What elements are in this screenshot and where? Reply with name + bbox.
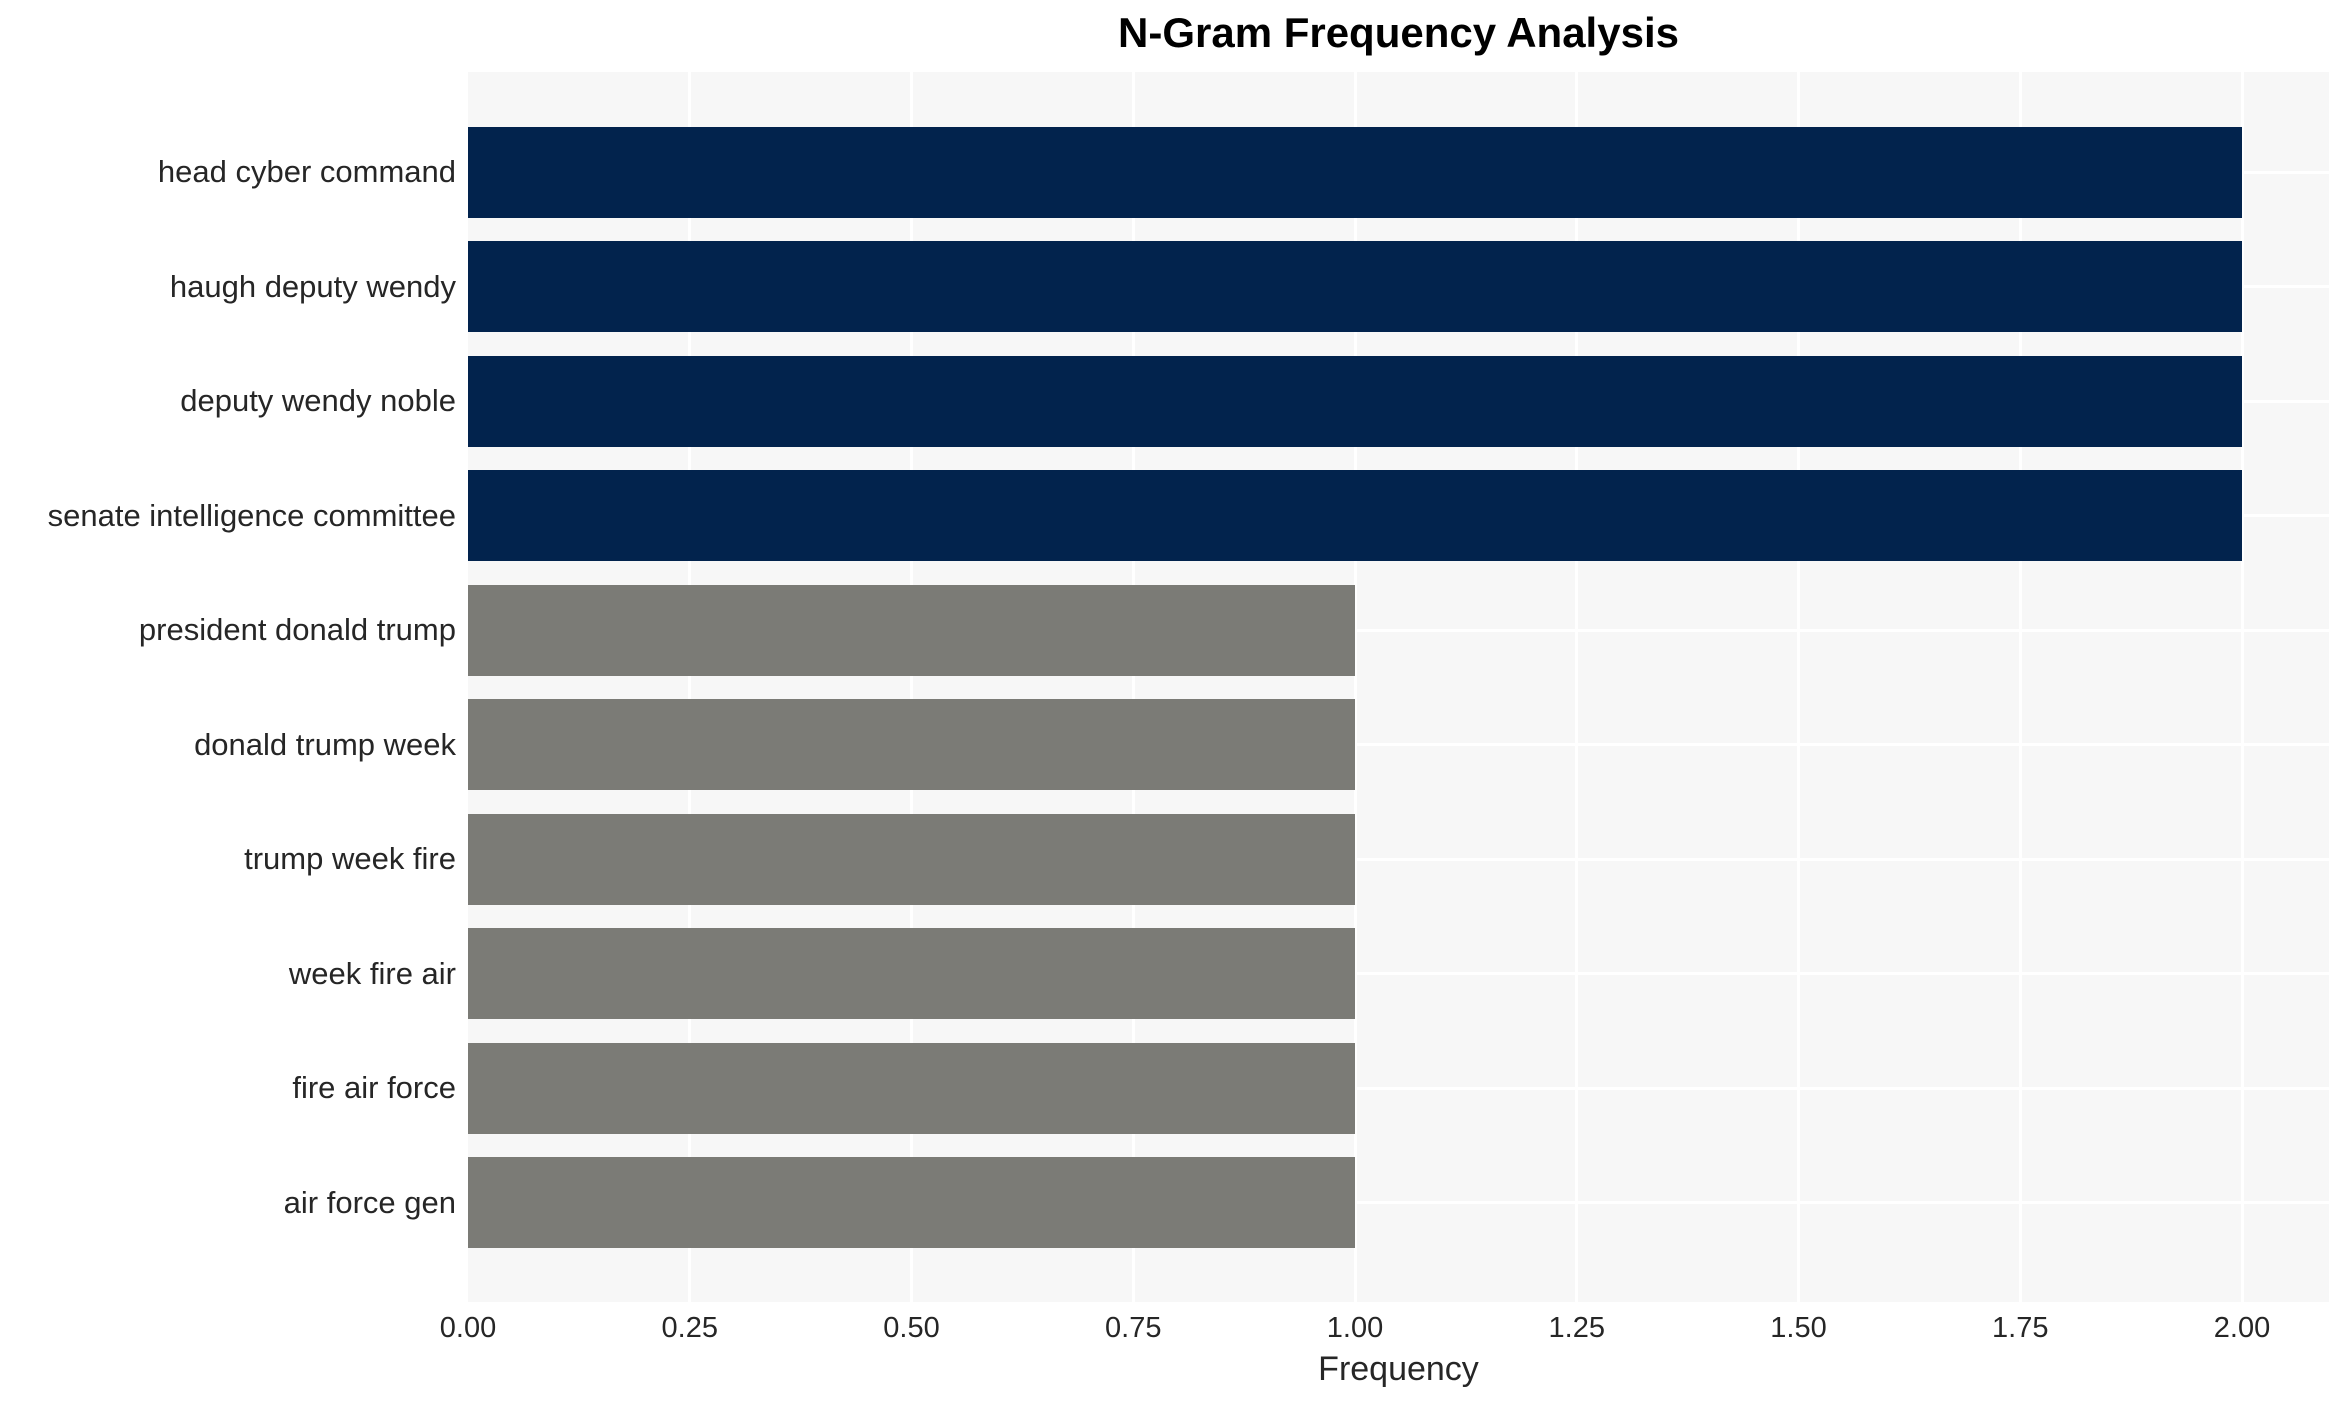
horizontal-gridline: [468, 628, 2329, 632]
y-tick-label: deputy wendy noble: [180, 383, 456, 418]
bar: [468, 1157, 1355, 1248]
bar: [468, 584, 1355, 676]
x-tick-label: 0.25: [661, 1312, 718, 1344]
x-tick-label: 0.50: [883, 1312, 940, 1344]
bar: [468, 928, 1355, 1019]
x-tick-label: 1.00: [1326, 1312, 1384, 1344]
x-tick-label: 1.25: [1548, 1312, 1605, 1344]
vertical-gridline: [688, 72, 692, 1302]
bar: [468, 470, 2242, 561]
horizontal-gridline: [468, 743, 2329, 746]
horizontal-gridline: [468, 972, 2329, 975]
vertical-gridline: [2240, 72, 2244, 1302]
bar: [468, 355, 2242, 447]
vertical-gridline: [1797, 72, 1800, 1302]
vertical-gridline: [2018, 72, 2022, 1302]
bar: [468, 813, 1355, 905]
horizontal-gridline: [468, 1086, 2329, 1090]
y-tick-label: donald trump week: [194, 726, 456, 762]
vertical-gridline: [1353, 72, 1357, 1302]
bar: [468, 241, 2242, 332]
chart-title: N-Gram Frequency Analysis: [1118, 9, 1679, 56]
x-tick-label: 0.75: [1105, 1312, 1162, 1344]
bar: [468, 1042, 1355, 1134]
y-tick-label: air force gen: [283, 1184, 456, 1220]
x-tick-label: 1.75: [1992, 1312, 2049, 1344]
y-tick-label: president donald trump: [138, 612, 456, 647]
plot-area: [468, 72, 2329, 1302]
y-tick-label: head cyber command: [157, 154, 456, 189]
bar: [468, 126, 2242, 218]
bar: [468, 699, 1355, 790]
x-tick-label: 0.00: [439, 1312, 497, 1344]
vertical-gridline: [1131, 72, 1135, 1302]
horizontal-gridline: [468, 857, 2329, 861]
y-tick-label: trump week fire: [244, 841, 456, 876]
vertical-gridline: [910, 72, 913, 1302]
y-tick-label: senate intelligence committee: [47, 497, 456, 533]
y-tick-label: week fire air: [288, 955, 456, 991]
horizontal-gridline: [468, 1201, 2329, 1204]
vertical-gridline: [1575, 72, 1579, 1302]
x-tick-label: 1.50: [1770, 1312, 1827, 1344]
y-tick-label: haugh deputy wendy: [169, 268, 456, 304]
y-tick-label: fire air force: [292, 1070, 456, 1105]
x-axis-title: Frequency: [1318, 1350, 1479, 1388]
x-tick-label: 2.00: [2213, 1312, 2271, 1344]
